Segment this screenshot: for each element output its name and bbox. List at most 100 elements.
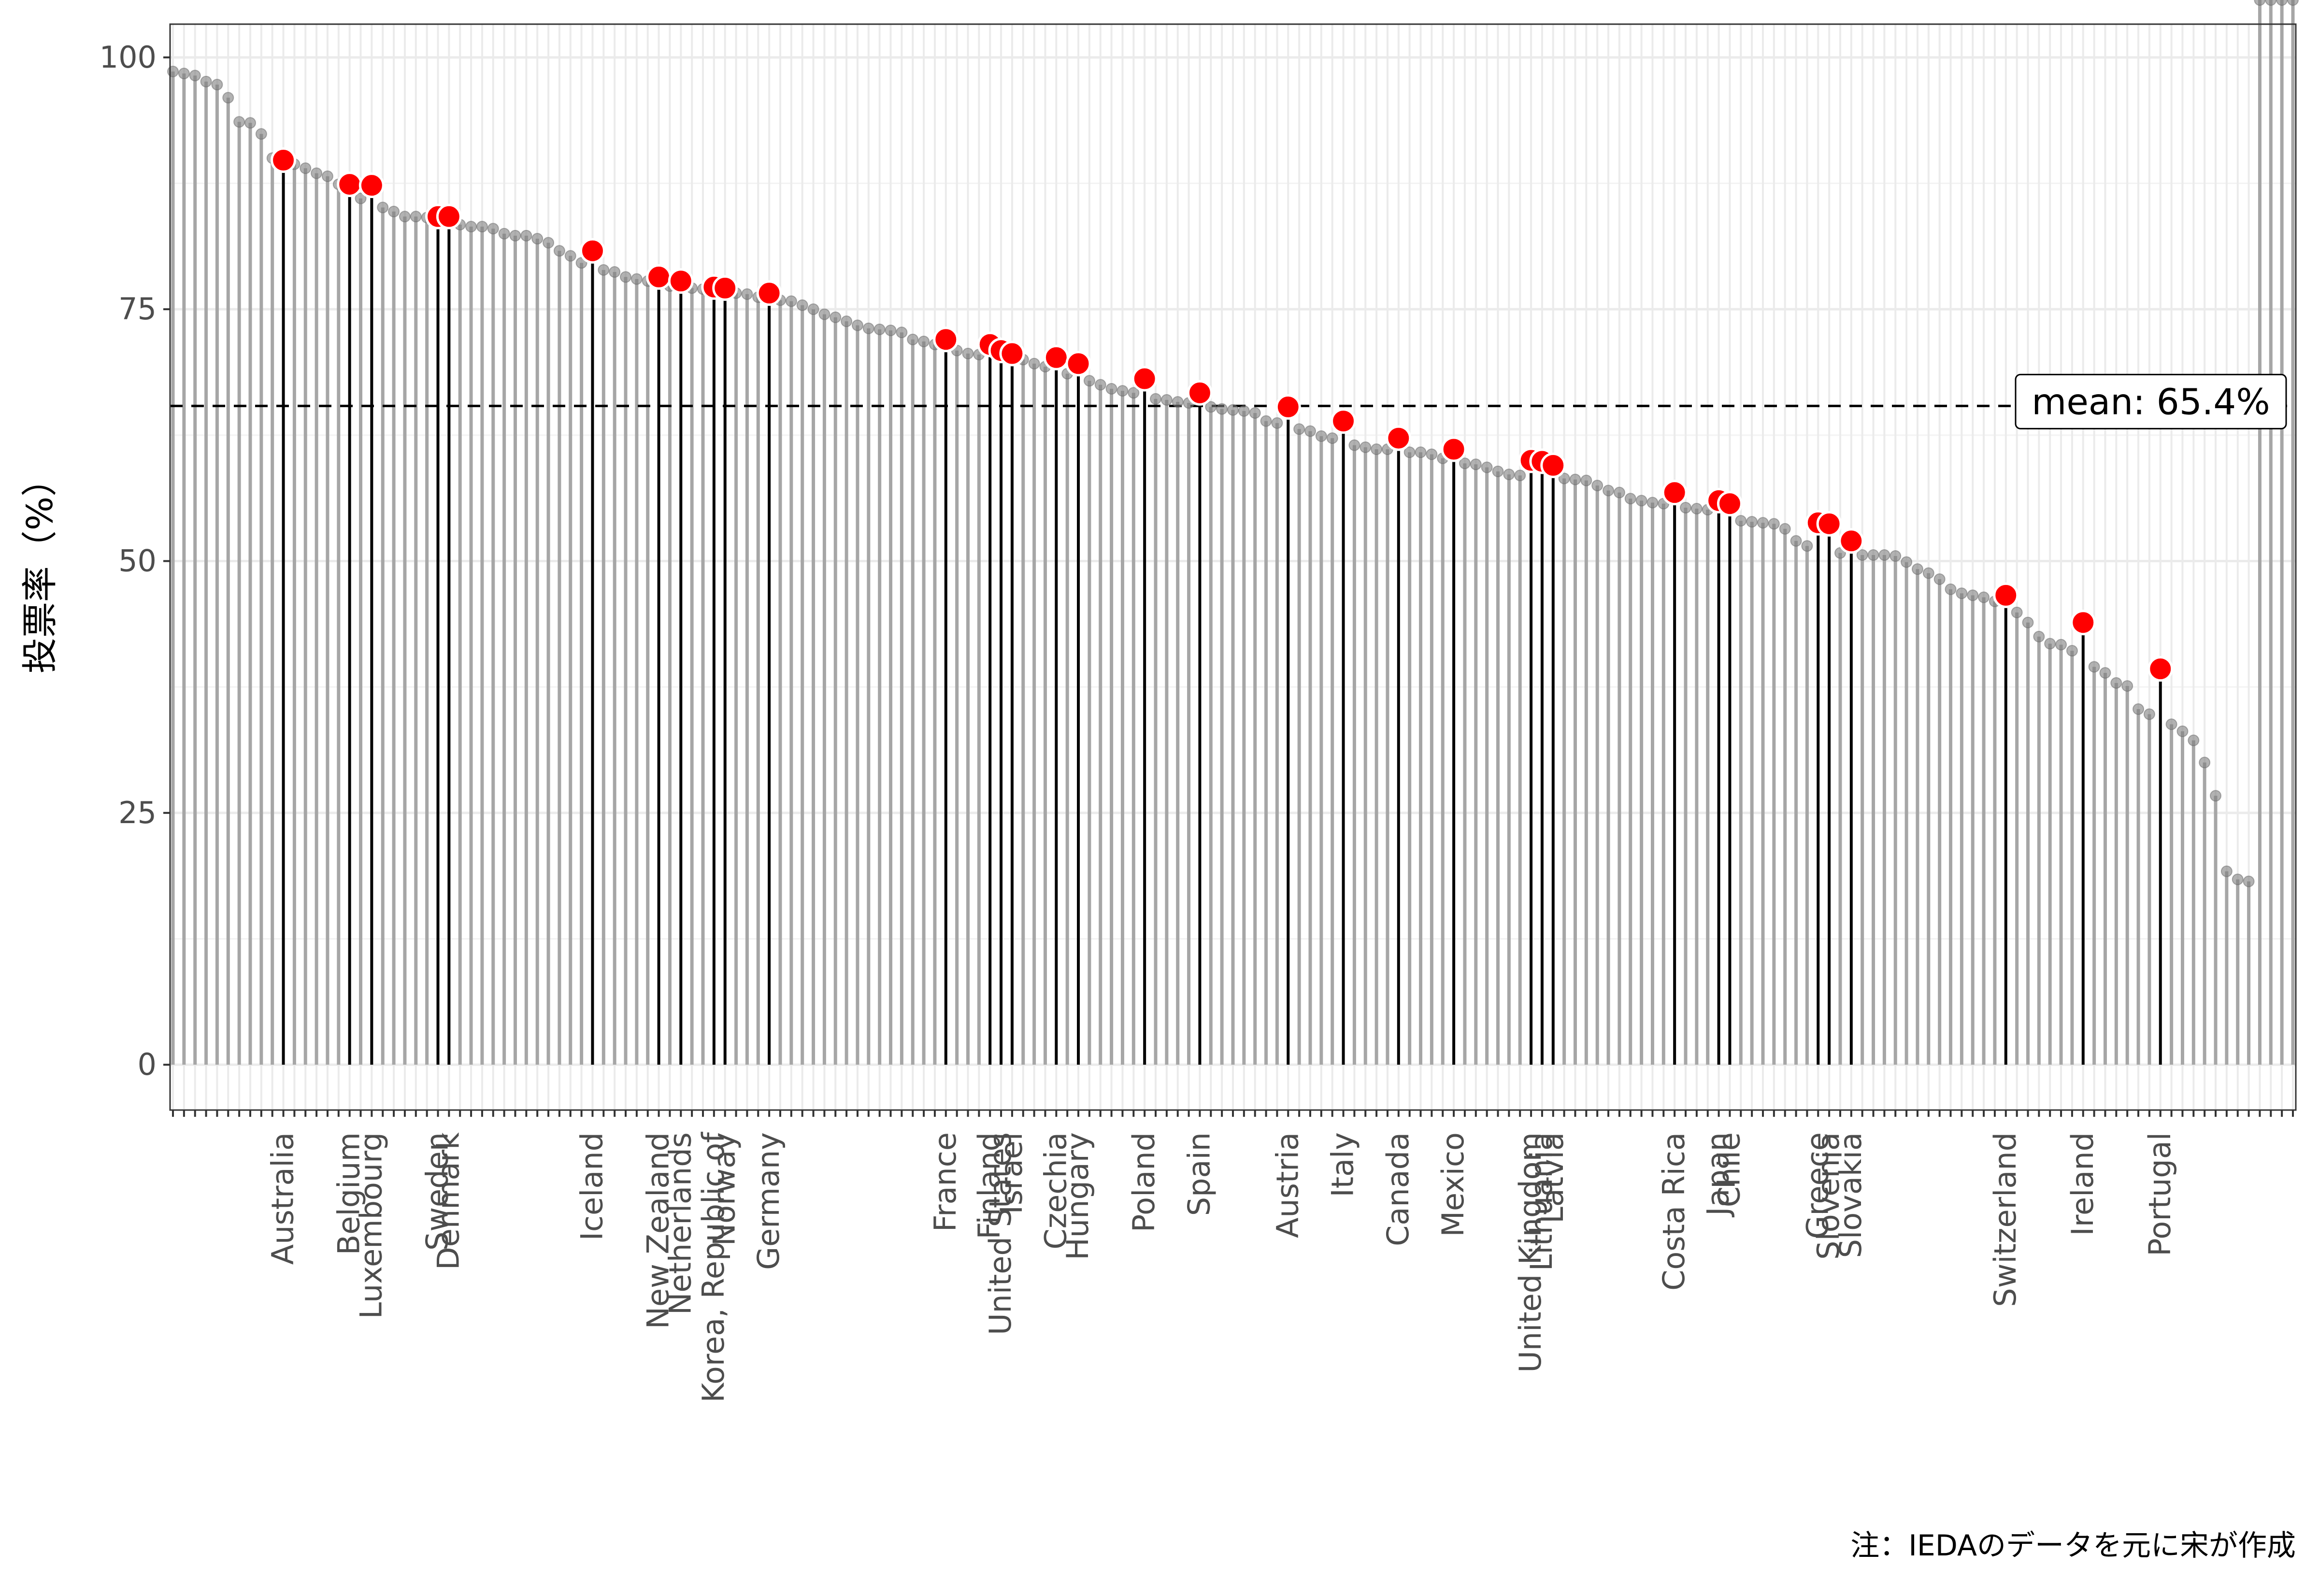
- highlight-point: [1816, 511, 1842, 537]
- highlight-point: [646, 264, 672, 290]
- data-point: [222, 92, 234, 104]
- data-point: [321, 170, 333, 182]
- data-point: [796, 299, 808, 311]
- data-point: [1094, 379, 1106, 391]
- country-label: Greece: [1800, 1132, 1835, 1239]
- data-point: [1735, 515, 1747, 527]
- data-point: [498, 228, 510, 240]
- data-point: [785, 295, 797, 307]
- data-point: [2088, 661, 2100, 673]
- y-tick-label: 50: [118, 543, 157, 578]
- country-label: Latvia: [1535, 1132, 1570, 1224]
- country-label: New Zealand: [641, 1132, 676, 1329]
- data-point: [2044, 638, 2056, 650]
- data-point: [1028, 357, 1040, 370]
- data-point: [1271, 417, 1283, 429]
- data-point: [1768, 518, 1780, 530]
- data-point: [410, 211, 422, 223]
- data-point: [1591, 480, 1603, 492]
- data-point: [2133, 703, 2145, 715]
- data-point: [1160, 394, 1173, 406]
- highlight-point: [358, 172, 385, 199]
- country-label: Luxembourg: [353, 1132, 388, 1319]
- data-point: [2188, 734, 2200, 746]
- data-point: [465, 221, 477, 233]
- data-point: [1911, 563, 1923, 575]
- highlight-point: [1131, 366, 1158, 392]
- highlight-point: [668, 268, 694, 294]
- data-point: [1238, 405, 1250, 417]
- data-point: [1680, 501, 1692, 513]
- data-point: [862, 322, 874, 334]
- data-point: [1249, 407, 1261, 419]
- y-tick-label: 25: [118, 795, 157, 830]
- data-point: [1635, 495, 1647, 507]
- data-point: [818, 308, 830, 320]
- data-point: [2110, 677, 2122, 689]
- data-point: [1481, 461, 1493, 473]
- data-point: [1933, 573, 1946, 585]
- data-point: [1646, 497, 1659, 509]
- data-point: [1746, 516, 1758, 528]
- data-point: [531, 233, 544, 245]
- data-point: [2276, 0, 2288, 6]
- data-point: [1790, 535, 1802, 547]
- highlight-point: [579, 238, 605, 264]
- data-point: [167, 66, 179, 78]
- highlight-point: [756, 280, 782, 306]
- data-point: [1624, 493, 1636, 505]
- data-point: [1978, 591, 1990, 603]
- country-label: Norway: [707, 1132, 742, 1246]
- mean-label: mean: 65.4%: [2032, 381, 2270, 423]
- country-label: Netherlands: [662, 1132, 698, 1315]
- data-point: [896, 327, 908, 339]
- data-point: [1227, 404, 1239, 416]
- highlight-point: [712, 275, 738, 301]
- data-point: [741, 288, 753, 300]
- country-label: Ireland: [2065, 1132, 2100, 1236]
- data-point: [244, 117, 256, 129]
- y-axis-title: 投票率（%）: [19, 461, 61, 673]
- data-point: [2254, 0, 2266, 6]
- stem-layer: [171, 0, 2295, 1065]
- country-label: Sweden: [420, 1132, 455, 1251]
- data-point: [311, 167, 323, 179]
- country-label: France: [928, 1132, 963, 1232]
- highlight-point: [1717, 491, 1743, 517]
- data-point: [2199, 756, 2211, 769]
- data-point: [476, 221, 488, 233]
- data-point: [255, 128, 267, 140]
- data-point: [178, 68, 190, 80]
- country-label: Germany: [751, 1132, 786, 1270]
- data-point: [2165, 718, 2177, 730]
- data-point: [1779, 523, 1791, 535]
- data-point: [1558, 472, 1570, 484]
- data-point: [609, 266, 621, 278]
- data-point: [1172, 396, 1184, 408]
- data-point: [520, 229, 532, 242]
- data-point: [1426, 448, 1438, 460]
- highlight-point: [1331, 408, 1357, 434]
- highlight-point: [1838, 528, 1864, 554]
- data-point: [1603, 484, 1615, 497]
- data-point: [2011, 606, 2023, 618]
- y-tick-label: 0: [138, 1047, 157, 1082]
- data-point: [2220, 865, 2233, 877]
- data-point: [1128, 387, 1140, 399]
- data-point: [388, 205, 400, 217]
- data-point: [1083, 375, 1095, 387]
- country-label: Iceland: [574, 1132, 609, 1240]
- country-label: Slovakia: [1833, 1132, 1868, 1258]
- data-point: [1690, 503, 1703, 515]
- data-point: [2099, 667, 2111, 679]
- data-point: [553, 245, 565, 257]
- data-point: [1216, 403, 1228, 415]
- data-point: [1470, 458, 1482, 470]
- data-point: [1613, 486, 1625, 499]
- data-point: [2033, 630, 2045, 642]
- data-point: [630, 273, 643, 285]
- data-point: [543, 237, 555, 249]
- data-point: [1922, 567, 1934, 579]
- country-label: Czechia: [1038, 1132, 1073, 1250]
